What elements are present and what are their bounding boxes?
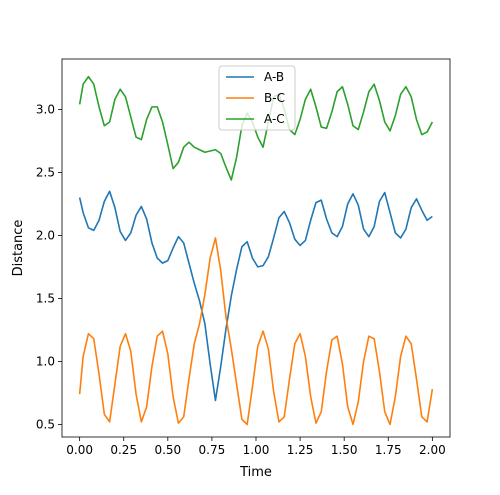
x-axis-label: Time (239, 465, 272, 480)
legend-label-b-c: B-C (264, 91, 285, 105)
legend: A-B B-C A-C (218, 65, 296, 131)
x-tick-label: 1.25 (287, 443, 314, 457)
x-tick-label: 1.75 (375, 443, 402, 457)
x-axis: 0.00 0.25 0.50 0.75 1.00 1.25 1.50 1.75 2.00 (66, 437, 446, 457)
series-line-b-c (78, 237, 434, 426)
x-tick-label: 0.75 (199, 443, 226, 457)
y-tick-label: 2.0 (36, 228, 55, 242)
series-line-a-b (78, 190, 433, 402)
x-tick-label: 0.25 (110, 443, 137, 457)
legend-box (218, 65, 296, 131)
x-tick-label: 2.00 (419, 443, 446, 457)
x-tick-label: 0.50 (154, 443, 181, 457)
legend-label-a-c: A-C (264, 112, 285, 126)
y-tick-label: 2.5 (36, 165, 55, 179)
x-tick-label: 1.50 (331, 443, 358, 457)
plot-frame (61, 58, 451, 438)
x-tick-label: 1.00 (243, 443, 270, 457)
y-tick-label: 0.5 (36, 417, 55, 431)
y-tick-label: 1.5 (36, 291, 55, 305)
y-axis-label: Distance (11, 220, 26, 277)
x-tick-label: 0.00 (66, 443, 93, 457)
y-tick-label: 3.0 (36, 102, 55, 116)
y-axis: 0.5 1.0 1.5 2.0 2.5 3.0 (36, 102, 62, 431)
y-tick-label: 1.0 (36, 354, 55, 368)
legend-label-a-b: A-B (264, 70, 284, 84)
